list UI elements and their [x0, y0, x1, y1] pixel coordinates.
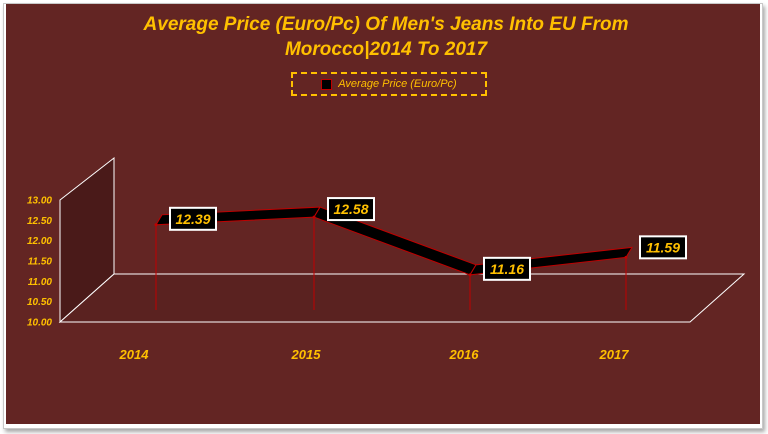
y-tick-label: 13.00 [27, 196, 52, 207]
legend-swatch [321, 78, 333, 90]
data-label: 12.58 [333, 201, 368, 217]
data-label: 12.39 [175, 211, 210, 227]
y-tick-label: 10.00 [27, 318, 52, 329]
chart-legend: Average Price (Euro/Pc) [291, 72, 487, 96]
x-tick-label: 2017 [599, 347, 630, 362]
data-point [154, 223, 158, 227]
y-tick-label: 11.50 [28, 257, 53, 268]
data-point [624, 255, 628, 259]
y-tick-label: 11.00 [28, 277, 53, 288]
data-label-box [483, 256, 531, 281]
data-label-box [169, 206, 217, 231]
data-point [312, 215, 316, 219]
data-label-box [327, 197, 375, 222]
data-label: 11.59 [646, 239, 680, 255]
chart-title: Average Price (Euro/Pc) Of Men's Jeans I… [46, 12, 726, 62]
data-label: 11.16 [490, 261, 524, 277]
data-label-box [639, 235, 687, 260]
data-point [468, 273, 472, 277]
x-tick-label: 2016 [449, 347, 480, 362]
y-tick-label: 12.50 [27, 216, 52, 227]
floor-panel [58, 273, 746, 323]
x-tick-label: 2014 [119, 347, 150, 362]
chart-title-line-1: Average Price (Euro/Pc) Of Men's Jeans I… [143, 14, 629, 35]
x-tick-label: 2015 [291, 347, 322, 362]
y-tick-label: 12.00 [27, 236, 52, 247]
chart-title-line-2: Morocco|2014 To 2017 [284, 39, 488, 60]
chart-svg: 10.00 10.50 11.00 11.50 12.00 12.50 13.00 12.39… [27, 156, 746, 362]
y-tick-label: 10.50 [27, 297, 52, 308]
legend-label: Average Price (Euro/Pc) [338, 78, 457, 90]
chart-area: Average Price (Euro/Pc) Of Men's Jeans I… [6, 4, 760, 424]
